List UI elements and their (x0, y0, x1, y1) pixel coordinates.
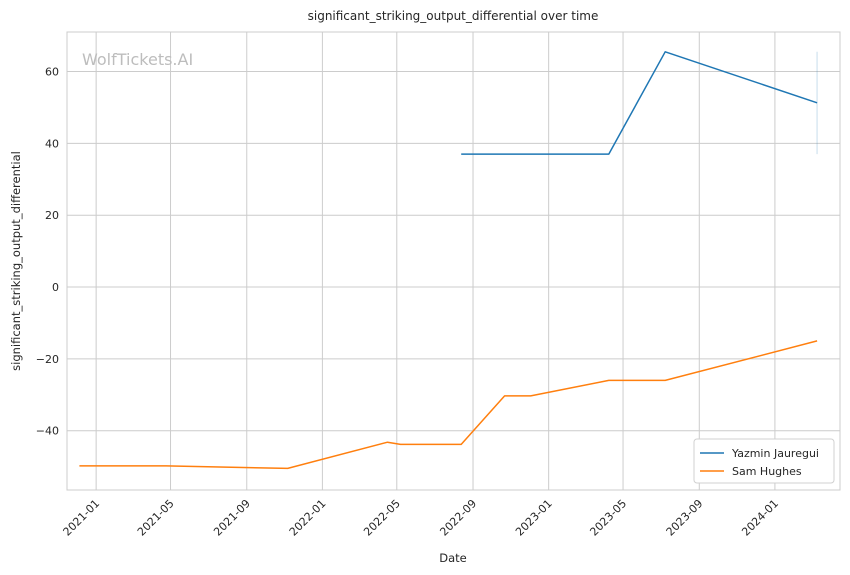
grid (67, 32, 840, 490)
watermark: WolfTickets.AI (82, 50, 193, 69)
x-axis-label: Date (439, 551, 467, 565)
series-line-yazmin-jauregui (461, 51, 818, 155)
legend-label-sam-hughes: Sam Hughes (732, 465, 802, 478)
series-line-sam-hughes (79, 340, 818, 470)
plot-area (67, 32, 840, 490)
y-tick-label-40: 40 (45, 137, 59, 150)
y-tick-label-0: 0 (52, 281, 59, 294)
y-tick-labels: 60 40 20 0 −20 −40 (36, 66, 59, 438)
y-tick-label-60: 60 (45, 66, 59, 79)
legend-label-yazmin-jauregui: Yazmin Jauregui (731, 447, 819, 460)
chart-title: significant_striking_output_differential… (308, 9, 599, 23)
series-lines (79, 51, 818, 470)
y-tick-label--20: −20 (36, 353, 59, 366)
legend-box (693, 438, 835, 484)
y-axis-label: significant_striking_output_differential (9, 151, 23, 371)
plot-frame (66, 31, 841, 491)
legend: Yazmin Jauregui Sam Hughes (693, 438, 835, 484)
y-tick-label--40: −40 (36, 425, 59, 438)
y-tick-label-20: 20 (45, 209, 59, 222)
